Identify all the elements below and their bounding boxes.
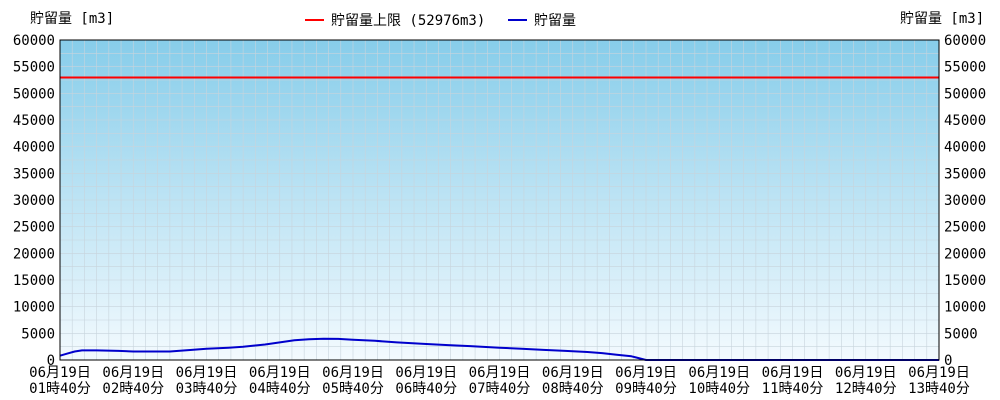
x-tick-label-time: 08時40分 <box>542 381 604 397</box>
x-tick-label-date: 06月19日 <box>322 365 384 381</box>
y-tick-label-left: 60000 <box>13 33 55 49</box>
x-tick-label-time: 05時40分 <box>322 381 384 397</box>
x-tick-label-time: 02時40分 <box>102 381 164 397</box>
y-tick-label-right: 25000 <box>944 220 986 236</box>
x-tick-label-date: 06月19日 <box>835 365 897 381</box>
x-tick-label-date: 06月19日 <box>762 365 824 381</box>
x-tick-label-time: 13時40分 <box>908 381 970 397</box>
x-tick-label-time: 09時40分 <box>615 381 677 397</box>
y-tick-label-left: 35000 <box>13 166 55 182</box>
x-tick-label-time: 12時40分 <box>835 381 897 397</box>
y-tick-label-right: 5000 <box>944 326 978 342</box>
y-tick-label-left: 20000 <box>13 246 55 262</box>
y-tick-label-left: 0 <box>47 353 55 369</box>
plot-frame <box>59 39 940 361</box>
y-tick-label-left: 50000 <box>13 86 55 102</box>
y-tick-label-right: 20000 <box>944 246 986 262</box>
x-tick-label-date: 06月19日 <box>102 365 164 381</box>
grid <box>60 40 939 360</box>
x-tick-label-time: 03時40分 <box>176 381 238 397</box>
y-tick-label-left: 40000 <box>13 140 55 156</box>
y-tick-label-right: 60000 <box>944 33 986 49</box>
x-tick-label-date: 06月19日 <box>29 365 91 381</box>
x-tick-label-time: 11時40分 <box>762 381 824 397</box>
series-line-storage <box>59 337 939 361</box>
x-tick-label-time: 04時40分 <box>249 381 311 397</box>
y-tick-label-right: 30000 <box>944 193 986 209</box>
y-tick-label-right: 0 <box>944 353 952 369</box>
y-tick-label-right: 15000 <box>944 273 986 289</box>
x-tick-label-time: 07時40分 <box>469 381 531 397</box>
legend-label-storage: 貯留量 <box>534 13 576 29</box>
x-tick-label-date: 06月19日 <box>395 365 457 381</box>
legend: 貯留量上限 (52976m3) 貯留量 <box>305 13 576 29</box>
x-tick-label-date: 06月19日 <box>615 365 677 381</box>
y-tick-label-right: 50000 <box>944 86 986 102</box>
x-tick-label-date: 06月19日 <box>542 365 604 381</box>
y-tick-label-left: 25000 <box>13 220 55 236</box>
legend-label-limit: 貯留量上限 (52976m3) <box>331 13 485 29</box>
x-tick-label-date: 06月19日 <box>688 365 750 381</box>
x-tick-label-date: 06月19日 <box>176 365 238 381</box>
y-tick-label-right: 40000 <box>944 140 986 156</box>
y-tick-label-left: 55000 <box>13 60 55 76</box>
y-tick-label-left: 30000 <box>13 193 55 209</box>
y-axis-label-left: 貯留量 [m3] <box>30 11 114 27</box>
x-tick-label-date: 06月19日 <box>469 365 531 381</box>
x-ticks: 06月19日01時40分06月19日02時40分06月19日03時40分06月1… <box>29 365 970 397</box>
y-tick-label-left: 45000 <box>13 113 55 129</box>
y-tick-label-left: 10000 <box>13 300 55 316</box>
series-layer <box>59 76 939 361</box>
y-tick-label-left: 15000 <box>13 273 55 289</box>
y-tick-label-right: 10000 <box>944 300 986 316</box>
y-tick-label-right: 45000 <box>944 113 986 129</box>
y-axis-label-right: 貯留量 [m3] <box>900 11 984 27</box>
x-tick-label-date: 06月19日 <box>249 365 311 381</box>
y-tick-label-right: 55000 <box>944 60 986 76</box>
x-tick-label-time: 06時40分 <box>395 381 457 397</box>
x-tick-label-time: 10時40分 <box>688 381 750 397</box>
y-ticks: 0 0 5000 5000 10000 10000 15000 15000 20000 20000… <box>13 33 986 369</box>
x-tick-label-time: 01時40分 <box>29 381 91 397</box>
x-tick-label-date: 06月19日 <box>908 365 970 381</box>
y-tick-label-right: 35000 <box>944 166 986 182</box>
y-tick-label-left: 5000 <box>21 326 55 342</box>
